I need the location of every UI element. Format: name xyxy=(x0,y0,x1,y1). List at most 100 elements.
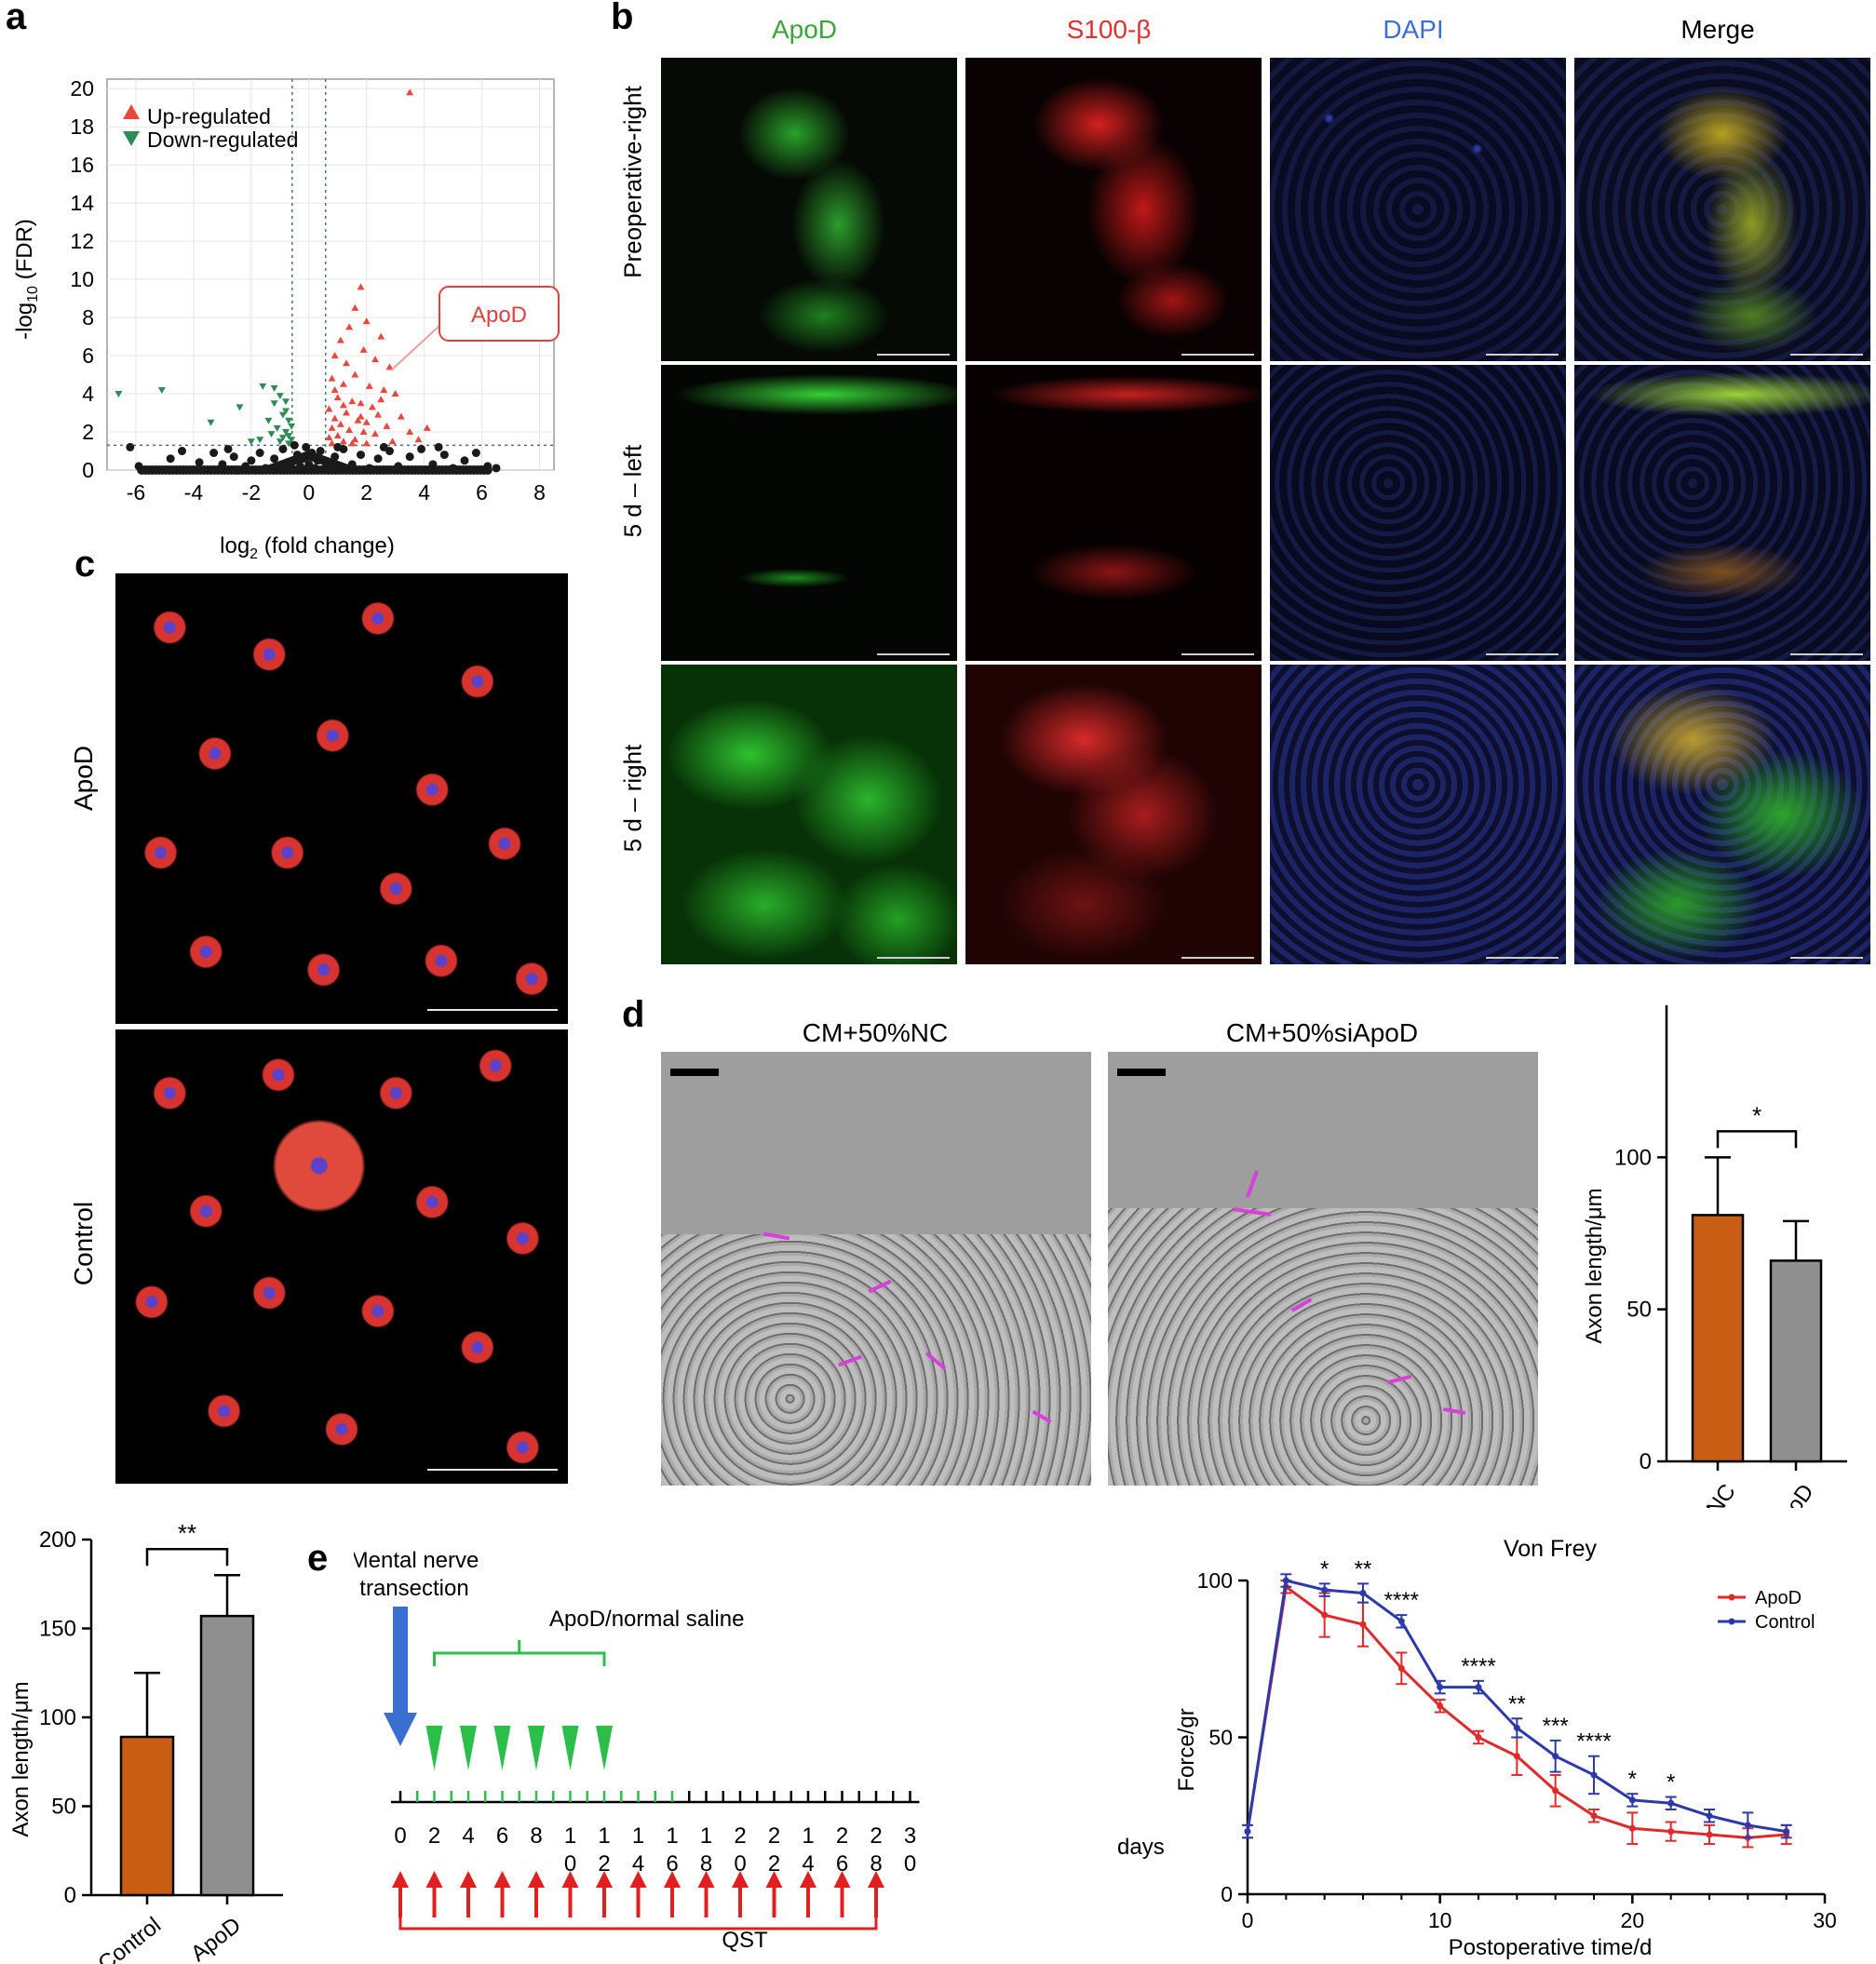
bar-c-y-label: Axon length/μm xyxy=(8,1681,34,1836)
image-migration-nc xyxy=(661,1052,1091,1486)
volcano-x-ticks: -6 -4 -2 0 2 4 6 8 xyxy=(127,480,546,504)
volcano-y-tick: 16 xyxy=(70,153,94,177)
qst-arrow-head xyxy=(460,1871,477,1888)
volcano-points xyxy=(115,88,501,475)
volcano-x-tick: -6 xyxy=(127,480,145,504)
volcano-point-up xyxy=(406,88,414,96)
volcano-point xyxy=(255,449,264,458)
row-label-culture-control: Control xyxy=(69,1201,98,1286)
timeline-day-label: 4 xyxy=(462,1823,474,1849)
volcano-point-up xyxy=(351,370,359,378)
volcano-point-up xyxy=(371,356,379,363)
image-s100-5d-left xyxy=(965,365,1262,661)
timeline-day-label: 0 xyxy=(734,1851,746,1877)
series-point xyxy=(1321,1586,1329,1594)
volcano-point-up xyxy=(380,385,388,393)
timeline-day-label: 1 xyxy=(700,1823,712,1849)
injection-marker xyxy=(493,1726,511,1770)
timeline-day-label: 8 xyxy=(870,1851,882,1877)
volcano-point xyxy=(316,447,325,456)
von-frey-title: Von Frey xyxy=(1504,1536,1598,1562)
x-tick-label: NC xyxy=(1702,1480,1741,1508)
column-header-apod: ApoD xyxy=(771,15,838,44)
significance-label: ** xyxy=(1355,1556,1372,1581)
volcano-x-label: log2 (fold change) xyxy=(220,533,395,562)
von-frey-y-label: Force/gr xyxy=(1174,1708,1199,1791)
qst-arrow-head xyxy=(833,1871,851,1888)
qst-arrow-head xyxy=(629,1871,647,1888)
volcano-point-up xyxy=(385,363,394,370)
timeline-procedure-line2: transection xyxy=(359,1576,468,1601)
series-point xyxy=(1590,1771,1598,1779)
timeline-day-label: 1 xyxy=(802,1823,814,1849)
volcano-point xyxy=(290,440,299,450)
legend-down-label: Down-regulated xyxy=(147,128,298,152)
significance-label: * xyxy=(1752,1101,1761,1129)
volcano-x-tick: -4 xyxy=(184,480,204,504)
volcano-point-up xyxy=(357,412,365,420)
qst-arrow-head xyxy=(392,1871,409,1888)
volcano-point-up xyxy=(406,428,414,436)
volcano-point xyxy=(313,456,322,465)
timeline-day-label: 6 xyxy=(836,1851,848,1877)
volcano-y-tick: 10 xyxy=(70,267,94,291)
volcano-point xyxy=(331,452,340,462)
volcano-point-down xyxy=(282,398,290,406)
significance-bracket xyxy=(1716,1130,1798,1149)
row-label-culture-apod: ApoD xyxy=(69,745,98,812)
volcano-y-tick: 18 xyxy=(70,114,94,139)
volcano-point-down xyxy=(267,431,276,438)
volcano-point xyxy=(417,444,426,453)
bar-chart-control-apod: 0 50 100 150 200 Control ApoD ** Axon length/μ… xyxy=(8,1519,283,1964)
series-point xyxy=(1359,1589,1367,1596)
column-header-merge: Merge xyxy=(1680,15,1755,44)
volcano-point xyxy=(299,454,308,464)
volcano-y-tick: 0 xyxy=(82,458,94,482)
series-point xyxy=(1552,1787,1559,1795)
y-tick-label: 50 xyxy=(51,1795,76,1820)
series-point xyxy=(1244,1828,1251,1836)
volcano-y-label: -log10 (FDR) xyxy=(12,219,41,340)
volcano-point-up xyxy=(357,399,365,407)
volcano-point-down xyxy=(247,438,255,446)
legend-control-label: Control xyxy=(1755,1612,1815,1633)
y-tick-label: 100 xyxy=(1614,1145,1652,1170)
volcano-point-down xyxy=(282,408,290,415)
timeline-treatment-label: ApoD/normal saline xyxy=(549,1607,744,1632)
bar xyxy=(119,1735,175,1897)
volcano-point xyxy=(478,465,487,475)
timeline-day-label: 0 xyxy=(904,1851,916,1877)
volcano-point xyxy=(223,444,233,453)
qst-arrow-head xyxy=(425,1871,443,1888)
timeline-day-label: 1 xyxy=(666,1823,678,1849)
y-tick-label: 150 xyxy=(39,1617,76,1642)
volcano-point-up xyxy=(331,385,339,393)
volcano-point-down xyxy=(207,419,215,426)
timeline-day-label: 8 xyxy=(530,1823,542,1849)
volcano-point-up xyxy=(414,436,423,443)
row-label-5d-left: 5 d – left xyxy=(618,444,647,538)
volcano-point-down xyxy=(157,386,166,394)
series-point xyxy=(1552,1753,1559,1760)
volcano-point xyxy=(209,449,219,458)
volcano-point xyxy=(241,462,250,471)
x-tick-label: siApoD xyxy=(1757,1480,1818,1508)
qst-arrow-head xyxy=(800,1871,817,1888)
significance-label: ** xyxy=(1508,1691,1526,1716)
panel-label-b: b xyxy=(611,0,634,37)
volcano-point xyxy=(449,465,458,475)
qst-arrow-head xyxy=(868,1871,884,1888)
volcano-point xyxy=(302,442,311,451)
volcano-point-down xyxy=(270,400,278,408)
volcano-point-up xyxy=(331,352,339,359)
series-point xyxy=(1706,1831,1713,1838)
volcano-y-tick: 14 xyxy=(70,191,94,215)
series-point xyxy=(1475,1734,1482,1741)
timeline-day-label: 2 xyxy=(734,1823,746,1849)
timeline-day-label: 1 xyxy=(632,1823,644,1849)
legend-up-marker xyxy=(123,104,140,119)
volcano-point-down xyxy=(236,404,244,411)
significance-label: **** xyxy=(1461,1654,1495,1679)
volcano-point xyxy=(295,462,304,471)
